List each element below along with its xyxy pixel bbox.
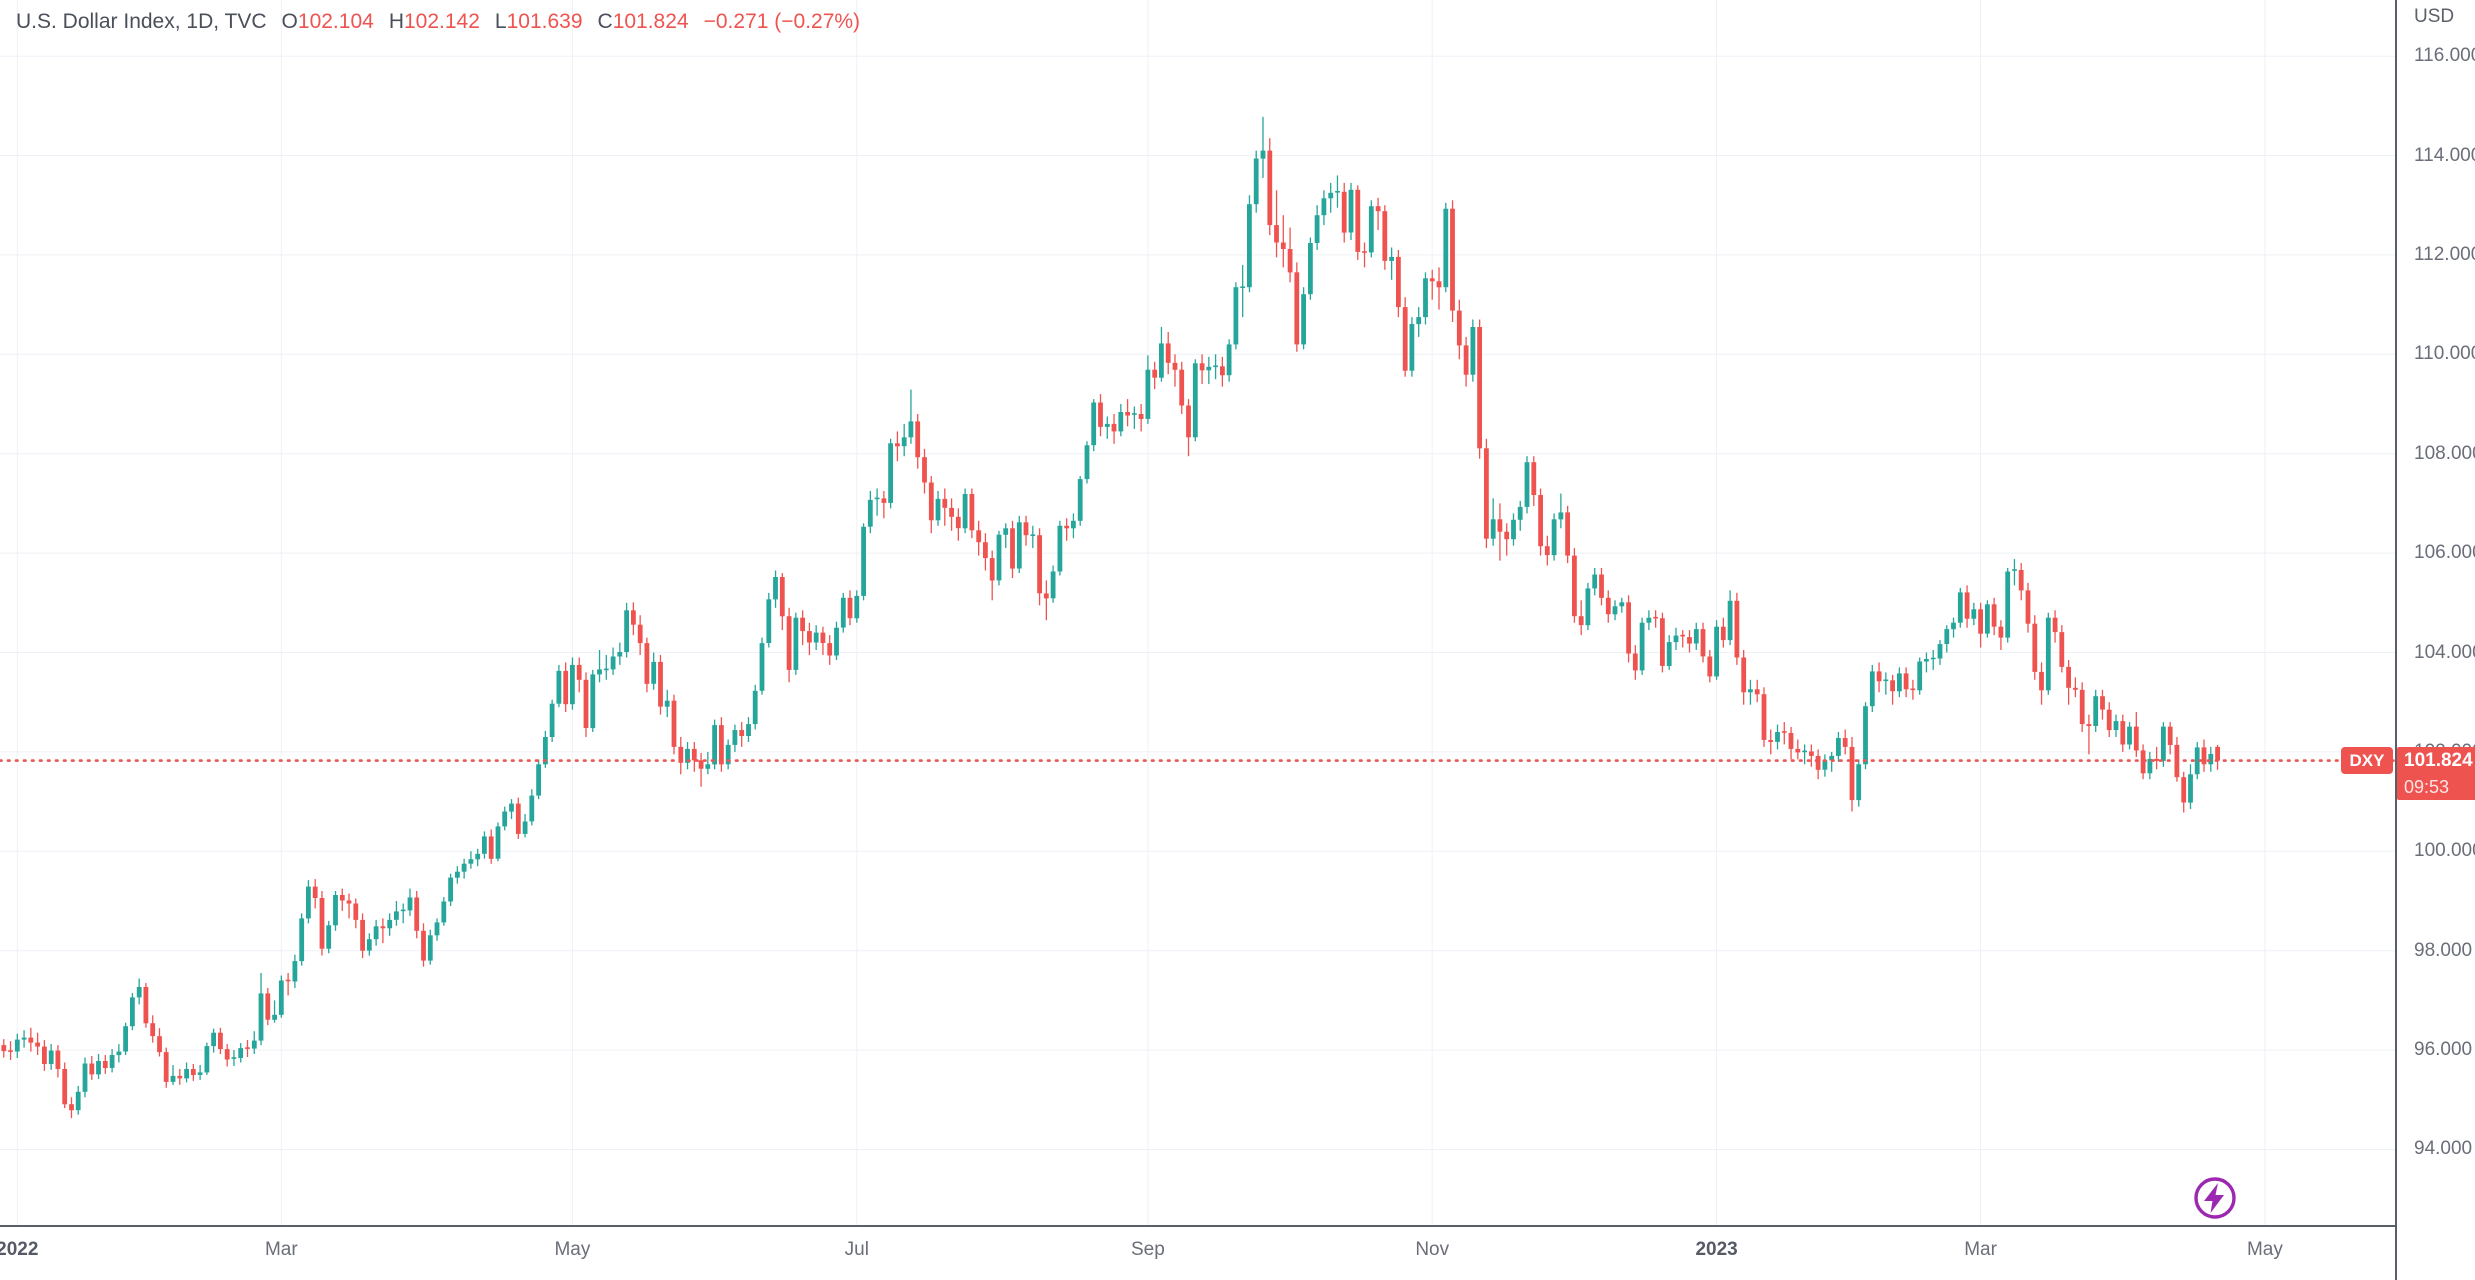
close-value: 101.824 — [612, 10, 689, 33]
price-axis-label: 100.000 — [2414, 840, 2475, 862]
time-axis-label: Nov — [1415, 1239, 1450, 1260]
price-axis-label: 98.000 — [2414, 939, 2473, 961]
time-axis-label: Mar — [1964, 1239, 1997, 1260]
open-value: 102.104 — [297, 10, 374, 33]
symbol-title[interactable]: U.S. Dollar Index, 1D, TVC — [16, 10, 267, 33]
instant-trading-button[interactable] — [2191, 1174, 2239, 1222]
price-axis-label: 94.000 — [2414, 1138, 2473, 1160]
close-label: C — [597, 10, 613, 33]
time-axis-label: Jul — [844, 1239, 869, 1260]
low-label: L — [494, 10, 507, 33]
gridlines — [0, 0, 2395, 1225]
candles — [1, 116, 2220, 1119]
price-axis-label: 116.000 — [2414, 45, 2475, 67]
change-value: −0.271 (−0.27%) — [703, 10, 861, 33]
currency-label: USD — [2414, 6, 2455, 27]
price-axis-label: 104.000 — [2414, 641, 2475, 663]
time-axis-label: 2023 — [1695, 1239, 1738, 1260]
time-axis-label: Mar — [264, 1239, 298, 1260]
high-value: 102.142 — [403, 10, 480, 33]
open-label: O — [281, 10, 298, 33]
last-price-value: 101.824 — [2404, 749, 2473, 771]
time-axis-label: Sep — [1130, 1239, 1165, 1260]
low-value: 101.639 — [506, 10, 583, 33]
price-axis-label: 112.000 — [2414, 243, 2475, 265]
price-axis-label: 110.000 — [2414, 343, 2475, 365]
price-axis-label: 96.000 — [2414, 1039, 2473, 1061]
time-axis[interactable]: 2022 Mar May Jul Sep Nov 2023 Mar May — [0, 1225, 2475, 1280]
high-label: H — [388, 10, 404, 33]
bar-countdown: 09:53 — [2404, 776, 2450, 797]
time-axis-label: 2022 — [0, 1239, 39, 1260]
last-price-label: 101.824 09:53 — [2397, 746, 2475, 800]
price-axis-label: 114.000 — [2414, 144, 2475, 166]
price-axis-label: 106.000 — [2414, 542, 2475, 564]
time-axis-label: May — [2246, 1239, 2283, 1260]
symbol-price-flag[interactable]: DXY — [2341, 747, 2393, 775]
lightning-icon — [2194, 1177, 2236, 1219]
price-axis[interactable]: USD 116.000 114.000 112.000 110.000 108.000 1… — [2395, 0, 2475, 1280]
price-axis-label: 108.000 — [2414, 442, 2475, 464]
chart-legend: U.S. Dollar Index, 1D, TVC O102.104 H102.1… — [16, 10, 860, 34]
candlestick-chart-canvas[interactable] — [0, 0, 2395, 1225]
time-axis-label: May — [554, 1239, 591, 1260]
